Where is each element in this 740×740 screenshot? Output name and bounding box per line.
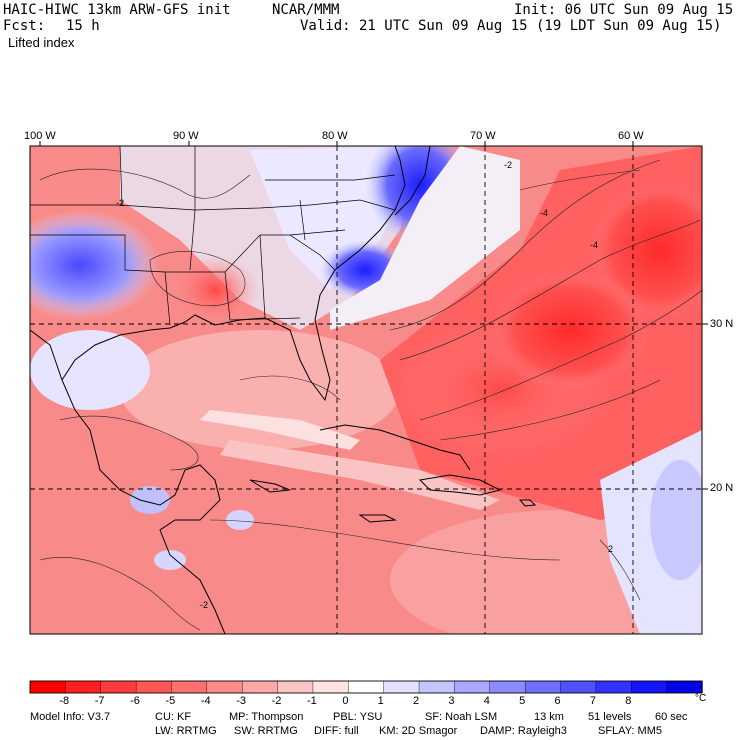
colorbar-box xyxy=(348,680,385,694)
colorbar-box xyxy=(418,680,456,694)
colorbar-tick-label: -3 xyxy=(236,695,246,707)
model-info-timestep: 60 sec xyxy=(655,711,688,723)
shaded-field xyxy=(30,146,702,634)
graticule xyxy=(30,146,702,634)
forecast-hour: 15 h xyxy=(66,18,100,34)
model-info-sflay: SFLAY: MM5 xyxy=(598,725,662,737)
init-time: Init: 06 UTC Sun 09 Aug 15 xyxy=(514,2,734,18)
colorbar-tick-label: -4 xyxy=(200,695,211,707)
colorbar-tick-label: -5 xyxy=(165,695,176,707)
colorbar-box xyxy=(560,680,597,694)
model-info-levels: 51 levels xyxy=(588,711,632,723)
colorbar-box xyxy=(666,680,703,694)
map-frame xyxy=(29,145,703,635)
model-info-km: KM: 2D Smagor xyxy=(379,725,458,737)
colorbar-box xyxy=(65,680,102,694)
colorbar-box xyxy=(312,680,350,694)
model-info-cu: CU: KF xyxy=(155,711,192,723)
colorbar-box xyxy=(29,680,67,694)
colorbar-tick-label: 6 xyxy=(554,695,561,707)
model-info-sw: SW: RRTMG xyxy=(234,725,298,737)
forecast-label: Fcst: xyxy=(3,18,46,34)
contour-label: -2 xyxy=(200,600,209,610)
colorbar-box xyxy=(277,680,314,694)
lon-label-60w: 60 W xyxy=(618,130,644,142)
model-info-pbl: PBL: YSU xyxy=(333,711,383,723)
colorbar-tick-label: -7 xyxy=(94,695,105,707)
model-title: HAIC-HIWC 13km ARW-GFS init xyxy=(3,2,231,18)
model-info-lw: LW: RRTMG xyxy=(155,725,217,737)
colorbar-tick-label: 4 xyxy=(483,695,490,707)
lon-label-80w: 80 W xyxy=(322,130,348,142)
field-name: Lifted index xyxy=(8,35,75,50)
colorbar-box xyxy=(454,680,491,694)
model-info-diff: DIFF: full xyxy=(314,725,359,737)
contour-label: -4 xyxy=(540,208,549,218)
lon-label-100w: 100 W xyxy=(24,130,56,142)
colorbar-box xyxy=(171,680,208,694)
colorbar-tick-label: -8 xyxy=(59,695,70,707)
colorbar-tick-label: -6 xyxy=(130,695,140,707)
lat-label-20n: 20 N xyxy=(710,482,734,494)
colorbar-tick-label: -1 xyxy=(306,695,317,707)
lon-label-70w: 70 W xyxy=(470,130,496,142)
model-info-version: Model Info: V3.7 xyxy=(30,711,111,723)
colorbar-box xyxy=(489,680,526,694)
contour-lines xyxy=(39,159,702,631)
colorbar-unit: °C xyxy=(695,693,707,704)
colorbar-box xyxy=(524,680,562,694)
colorbar-box xyxy=(242,680,279,694)
colorbar-box xyxy=(631,680,668,694)
lon-label-90w: 90 W xyxy=(173,130,199,142)
colorbar-box xyxy=(383,680,420,694)
contour-label: -4 xyxy=(590,240,599,250)
model-info-resolution: 13 km xyxy=(534,711,564,723)
valid-time: Valid: 21 UTC Sun 09 Aug 15 (19 LDT Sun … xyxy=(300,18,722,34)
lat-label-30n: 30 N xyxy=(710,318,734,330)
organization-label: NCAR/MMM xyxy=(272,2,340,18)
colorbar-tick-label: 2 xyxy=(413,695,420,707)
lon-ticks xyxy=(39,141,708,490)
colorbar-box xyxy=(206,680,243,694)
colorbar-tick-label: 7 xyxy=(589,695,597,707)
colorbar-tick-label: 5 xyxy=(519,695,526,707)
colorbar-tick-label: 3 xyxy=(448,695,455,707)
colorbar-box xyxy=(100,680,137,694)
contour-label: -2 xyxy=(116,198,125,208)
state-borders xyxy=(30,146,396,326)
model-info-mp: MP: Thompson xyxy=(229,711,304,723)
colorbar-boxes xyxy=(29,680,703,694)
colorbar-box xyxy=(135,680,173,694)
colorbar-tick-label: -2 xyxy=(271,695,282,707)
colorbar-box xyxy=(595,680,632,694)
contour-label: 2 xyxy=(608,544,614,554)
contour-label: -2 xyxy=(504,160,513,170)
model-info-damp: DAMP: Rayleigh3 xyxy=(480,725,567,737)
colorbar-tick-label: 0 xyxy=(342,695,349,707)
colorbar-tick-label: 1 xyxy=(377,695,384,707)
colorbar-tick-label: 8 xyxy=(625,695,632,707)
model-info-sf: SF: Noah LSM xyxy=(425,711,498,723)
